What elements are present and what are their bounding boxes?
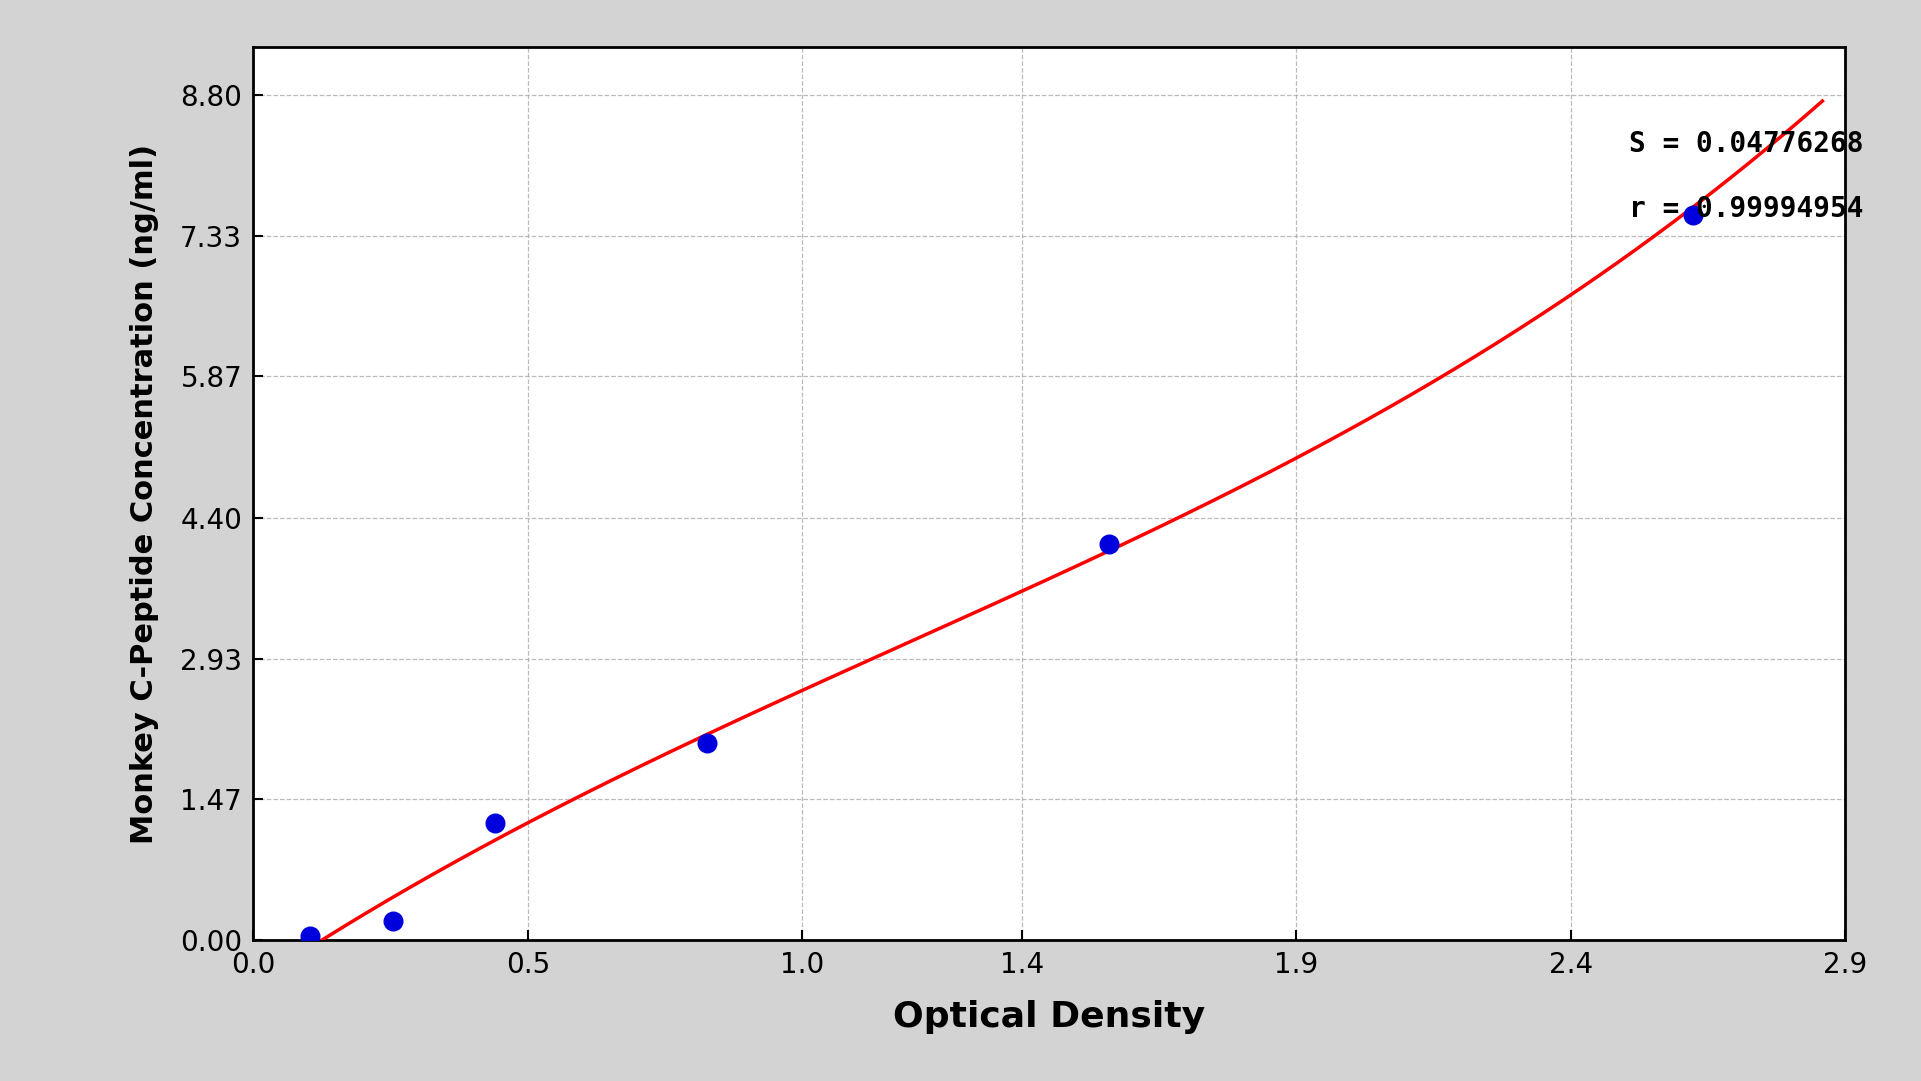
Point [1679, 206, 1710, 224]
Point [480, 814, 511, 831]
Point [1093, 536, 1124, 553]
Text: S = 0.04776268: S = 0.04776268 [1629, 130, 1863, 158]
Point [377, 912, 407, 930]
Point [692, 734, 722, 751]
Point [296, 927, 327, 945]
Y-axis label: Monkey C-Peptide Concentration (ng/ml): Monkey C-Peptide Concentration (ng/ml) [131, 144, 159, 843]
X-axis label: Optical Density: Optical Density [893, 1000, 1206, 1033]
Text: r = 0.99994954: r = 0.99994954 [1629, 195, 1863, 223]
